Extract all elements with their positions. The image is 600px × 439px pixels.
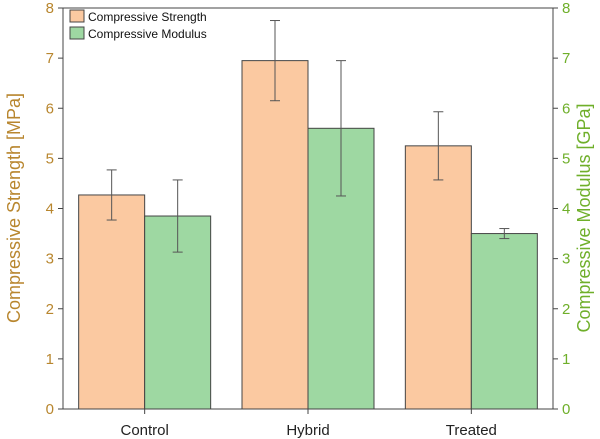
bar — [241, 60, 309, 410]
left-tick-label: 8 — [46, 0, 54, 17]
right-tick-label: 4 — [562, 201, 570, 218]
legend-label-compressive-strength: Compressive Strength — [88, 10, 207, 24]
bar — [78, 194, 146, 410]
legend-label-compressive-modulus: Compressive Modulus — [88, 27, 207, 41]
legend: Compressive Strength Compressive Modulus — [69, 9, 207, 41]
bar — [470, 233, 538, 410]
right-tick-label: 8 — [562, 0, 570, 17]
right-tick-label: 0 — [562, 401, 570, 418]
right-axis-title: Compressive Modulus [GPa] — [574, 103, 594, 332]
plot-frame — [62, 7, 554, 410]
left-tick-label: 6 — [46, 100, 54, 117]
left-tick-label: 5 — [46, 150, 54, 167]
category-label: Hybrid — [286, 422, 329, 439]
bar — [404, 145, 472, 410]
right-tick-label: 6 — [562, 100, 570, 117]
right-axis-ticks: 0 1 2 3 4 5 6 7 8 — [553, 0, 570, 418]
category-label: Control — [120, 422, 168, 439]
right-tick-label: 3 — [562, 251, 570, 268]
category-labels: Control Hybrid Treated — [120, 409, 497, 439]
left-tick-label: 0 — [46, 401, 54, 418]
error-bars — [106, 20, 510, 253]
right-tick-label: 5 — [562, 150, 570, 167]
category-label: Treated — [446, 422, 497, 439]
left-tick-label: 7 — [46, 50, 54, 67]
left-tick-label: 2 — [46, 301, 54, 318]
legend-swatch-compressive-strength — [69, 9, 85, 23]
right-tick-label: 7 — [562, 50, 570, 67]
right-tick-label: 1 — [562, 351, 570, 368]
left-tick-label: 1 — [46, 351, 54, 368]
left-axis-ticks: 0 1 2 3 4 5 6 7 8 — [46, 0, 63, 418]
bars — [78, 60, 538, 410]
left-axis-title: Compressive Strength [MPa] — [4, 93, 24, 323]
left-tick-label: 4 — [46, 201, 54, 218]
legend-swatch-compressive-modulus — [69, 26, 85, 40]
left-tick-label: 3 — [46, 251, 54, 268]
right-tick-label: 2 — [562, 301, 570, 318]
